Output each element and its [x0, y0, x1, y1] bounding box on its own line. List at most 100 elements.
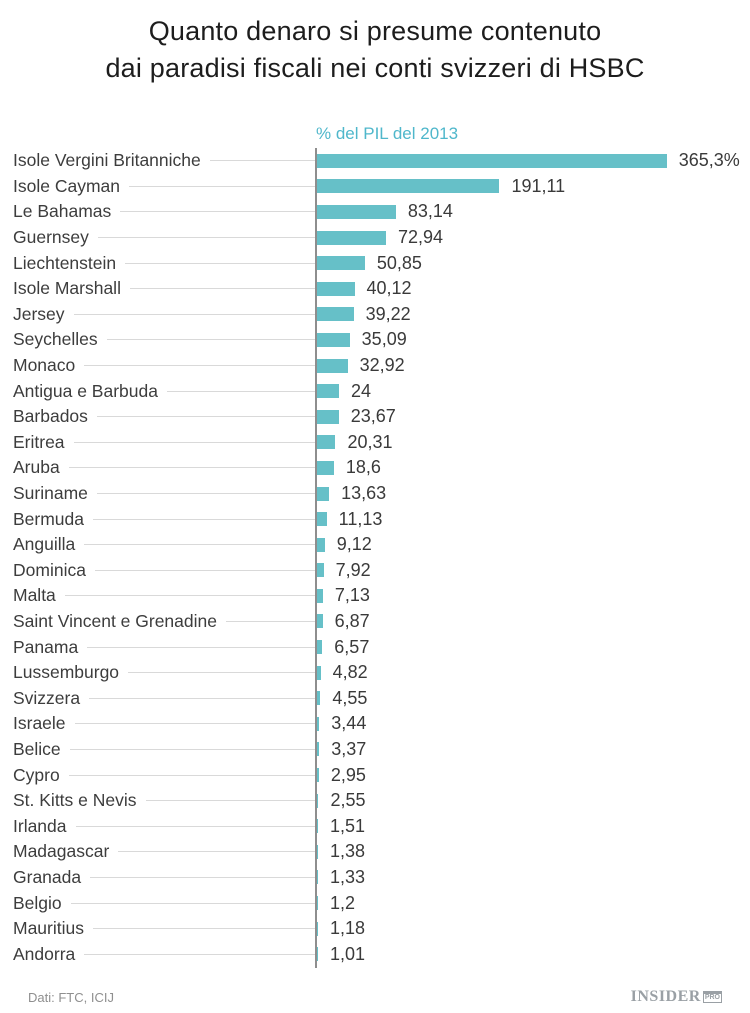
row-left: Bermuda — [0, 509, 316, 530]
row-left: Liechtenstein — [0, 253, 316, 274]
leader-line — [68, 467, 316, 469]
row-left: Isole Marshall — [0, 278, 316, 299]
leader-line — [73, 313, 316, 315]
leader-line — [129, 185, 316, 187]
page-title-line2: dai paradisi fiscali nei conti svizzeri … — [105, 53, 645, 83]
chart-row: Andorra 1,01 — [0, 941, 750, 967]
value-label: 1,33 — [330, 866, 366, 887]
leader-line — [106, 339, 316, 341]
leader-line — [84, 953, 316, 955]
chart-row: Le Bahamas 83,14 — [0, 199, 750, 225]
value-label: 1,38 — [330, 841, 366, 862]
category-label: Andorra — [13, 943, 76, 964]
leader-line — [120, 211, 316, 213]
chart-row: Isole Cayman 191,11 — [0, 174, 750, 200]
category-label: St. Kitts e Nevis — [13, 790, 137, 811]
leader-line — [69, 748, 316, 750]
value-label: 2,55 — [330, 790, 366, 811]
bar — [316, 870, 318, 885]
chart-row: Irlanda 1,51 — [0, 813, 750, 839]
chart-row: Lussemburgo 4,82 — [0, 660, 750, 686]
row-left: Suriname — [0, 483, 316, 504]
value-label: 1,2 — [330, 892, 356, 913]
row-left: Jersey — [0, 304, 316, 325]
value-label: 191,11 — [511, 175, 566, 196]
row-left: Guernsey — [0, 227, 316, 248]
leader-line — [68, 774, 316, 776]
chart-row: Seychelles 35,09 — [0, 327, 750, 353]
bar — [316, 921, 318, 936]
leader-line — [84, 544, 316, 546]
row-left: Lussemburgo — [0, 662, 316, 683]
leader-line — [125, 262, 316, 264]
category-label: Barbados — [13, 406, 88, 427]
bar — [316, 204, 396, 219]
insiderpro-logo-pro: PRO — [702, 991, 722, 1003]
chart-row: Monaco 32,92 — [0, 353, 750, 379]
leader-line — [73, 441, 316, 443]
bar — [316, 230, 387, 245]
category-label: Panama — [13, 636, 79, 657]
category-label: Seychelles — [13, 329, 98, 350]
category-label: Irlanda — [13, 815, 67, 836]
leader-line — [209, 160, 316, 162]
bar — [316, 153, 667, 168]
category-label: Belgio — [13, 892, 62, 913]
chart-row: Malta 7,13 — [0, 583, 750, 609]
bar — [316, 486, 330, 501]
bar — [316, 614, 323, 629]
value-label: 365,3% — [678, 150, 740, 171]
page-title: Quanto denaro si presume contenuto dai pa… — [0, 0, 750, 87]
category-label: Bermuda — [13, 508, 85, 529]
category-label: Eritrea — [13, 431, 65, 452]
value-label: 4,55 — [332, 687, 368, 708]
leader-line — [84, 365, 316, 367]
row-left: Saint Vincent e Grenadine — [0, 611, 316, 632]
leader-line — [74, 723, 316, 725]
bar — [316, 716, 320, 731]
category-label: Le Bahamas — [13, 201, 112, 222]
value-label: 50,85 — [376, 252, 422, 273]
value-label: 6,57 — [334, 636, 370, 657]
bar — [316, 793, 319, 808]
leader-line — [145, 800, 316, 802]
bar — [316, 819, 318, 834]
leader-line — [90, 876, 316, 878]
leader-line — [93, 928, 316, 930]
bar — [316, 409, 339, 424]
source-note: Dati: FTC, ICIJ — [28, 989, 114, 1005]
chart-row: Saint Vincent e Grenadine 6,87 — [0, 609, 750, 635]
bar — [316, 665, 321, 680]
category-label: Lussemburgo — [13, 662, 120, 683]
row-left: Aruba — [0, 457, 316, 478]
row-left: Isole Vergini Britanniche — [0, 150, 316, 171]
value-label: 39,22 — [365, 303, 411, 324]
row-left: Isole Cayman — [0, 176, 316, 197]
row-left: Dominica — [0, 560, 316, 581]
row-left: Malta — [0, 585, 316, 606]
bar — [316, 256, 365, 271]
chart-row: Anguilla 9,12 — [0, 532, 750, 558]
chart-row: Isole Marshall 40,12 — [0, 276, 750, 302]
axis-title: % del PIL del 2013 — [316, 124, 459, 143]
value-label: 32,92 — [359, 355, 405, 376]
row-left: Israele — [0, 713, 316, 734]
leader-line — [97, 237, 316, 239]
leader-line — [89, 697, 316, 699]
bar — [316, 332, 350, 347]
category-label: Cypro — [13, 764, 60, 785]
category-label: Suriname — [13, 483, 88, 504]
chart-row: Israele 3,44 — [0, 711, 750, 737]
row-left: Cypro — [0, 765, 316, 786]
bar — [316, 435, 336, 450]
chart-row: Bermuda 11,13 — [0, 506, 750, 532]
category-label: Malta — [13, 585, 56, 606]
row-left: Mauritius — [0, 918, 316, 939]
leader-line — [94, 569, 316, 571]
value-label: 13,63 — [341, 483, 387, 504]
category-label: Mauritius — [13, 918, 84, 939]
row-left: Belgio — [0, 893, 316, 914]
bar — [316, 844, 318, 859]
bar — [316, 742, 320, 757]
